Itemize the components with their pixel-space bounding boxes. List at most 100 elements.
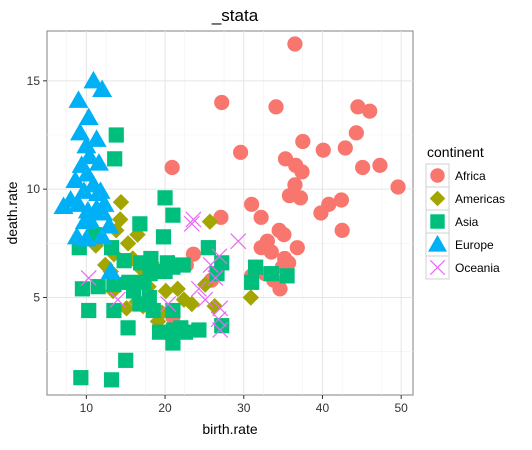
point-africa — [294, 164, 310, 180]
point-oceania — [210, 311, 227, 328]
point-africa — [233, 144, 249, 160]
point-oceania — [202, 256, 219, 274]
point-americas — [201, 213, 219, 230]
point-americas — [87, 237, 104, 254]
point-africa — [253, 209, 269, 225]
point-oceania — [230, 233, 247, 250]
grid-lines — [47, 31, 413, 395]
point-africa — [276, 227, 292, 243]
point-africa — [362, 103, 378, 119]
point-africa — [334, 222, 350, 238]
point-asia — [81, 302, 97, 319]
point-asia — [116, 253, 132, 269]
point-africa — [289, 240, 305, 256]
point-europe — [92, 79, 113, 97]
legend-label-europe: Europe — [455, 238, 494, 252]
point-europe — [68, 90, 89, 108]
point-asia — [155, 229, 172, 245]
point-asia — [73, 370, 89, 386]
x-axis-title: birth.rate — [202, 421, 257, 437]
point-americas — [183, 295, 201, 313]
point-asia — [118, 352, 134, 368]
point-oceania — [160, 295, 177, 313]
point-americas — [242, 289, 260, 306]
point-europe — [92, 226, 113, 245]
point-africa — [268, 99, 284, 115]
x-tick-label: 40 — [316, 401, 330, 415]
point-asia — [132, 216, 148, 232]
point-asia — [177, 324, 194, 340]
x-tick-label: 30 — [237, 401, 251, 415]
point-asia — [132, 296, 148, 312]
point-africa — [287, 36, 303, 52]
point-asia — [108, 127, 124, 143]
point-europe — [65, 170, 86, 188]
point-africa — [295, 133, 311, 150]
legend-symbol-oceania — [429, 259, 446, 276]
x-tick-label: 50 — [395, 401, 409, 415]
point-europe — [76, 135, 97, 154]
point-oceania — [190, 280, 207, 297]
point-asia — [74, 281, 91, 297]
point-asia — [120, 320, 136, 336]
point-americas — [119, 235, 137, 252]
point-asia — [157, 190, 173, 206]
legend: continent Africa Americas Asia Europe Oceani… — [425, 144, 505, 280]
point-asia — [247, 259, 264, 275]
point-oceania — [80, 269, 97, 287]
point-asia — [244, 274, 260, 290]
legend-label-oceania: Oceania — [455, 261, 500, 275]
legend-label-americas: Americas — [455, 192, 505, 206]
point-americas — [112, 193, 130, 211]
point-africa — [214, 94, 230, 111]
point-europe — [100, 261, 121, 279]
point-asia — [165, 335, 181, 351]
point-asia — [103, 372, 120, 388]
point-europe — [88, 183, 109, 201]
point-europe — [66, 226, 87, 245]
point-asia — [125, 283, 142, 299]
point-europe — [78, 107, 99, 126]
point-africa — [390, 179, 406, 195]
point-asia — [151, 324, 168, 340]
point-europe — [92, 203, 113, 221]
point-asia — [191, 322, 207, 338]
point-europe — [86, 129, 107, 147]
point-asia — [263, 266, 279, 282]
point-asia — [279, 268, 295, 284]
point-africa — [372, 157, 388, 173]
point-africa — [348, 125, 364, 141]
point-americas — [206, 297, 223, 315]
point-africa — [337, 140, 353, 156]
legend-symbol-africa — [430, 168, 445, 183]
point-asia — [165, 302, 181, 319]
point-asia — [165, 207, 181, 223]
point-asia — [175, 257, 191, 273]
point-europe — [70, 122, 91, 141]
point-asia — [107, 151, 123, 167]
y-tick-label: 5 — [33, 291, 40, 305]
legend-symbol-americas — [429, 190, 446, 207]
point-africa — [259, 233, 275, 249]
point-asia — [145, 302, 161, 319]
point-asia — [106, 302, 122, 319]
x-axis-ticks: 10 20 30 40 50 — [80, 395, 409, 415]
y-axis-title: death.rate — [4, 181, 20, 244]
point-asia — [106, 276, 122, 293]
legend-symbol-europe — [428, 235, 447, 252]
point-africa — [350, 99, 366, 115]
point-americas — [157, 282, 175, 300]
point-americas — [197, 276, 214, 293]
point-africa — [164, 159, 180, 176]
point-oceania — [212, 321, 229, 339]
point-europe — [83, 70, 104, 89]
chart-title: _stata — [211, 6, 259, 25]
point-asia — [209, 266, 225, 282]
y-tick-label: 10 — [27, 182, 41, 196]
legend-title: continent — [427, 144, 484, 160]
point-oceania — [207, 269, 224, 287]
legend-symbol-asia — [430, 214, 445, 229]
point-africa — [333, 192, 349, 208]
point-europe — [68, 194, 89, 212]
